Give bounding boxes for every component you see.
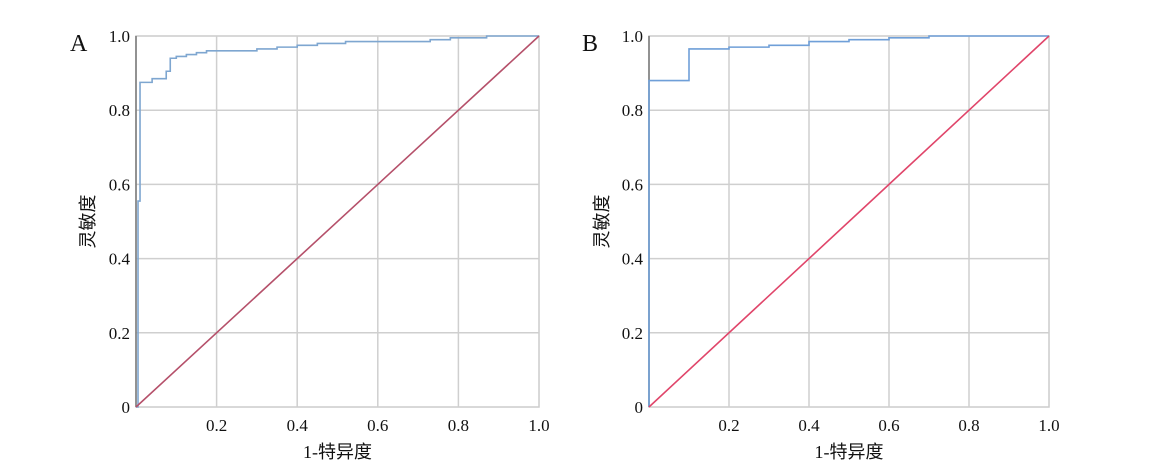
y-tick-label: 0.6 xyxy=(622,175,643,194)
x-tick-label: 0.6 xyxy=(878,416,899,435)
x-tick-label: 0.2 xyxy=(206,416,227,435)
y-axis-label: 灵敏度 xyxy=(592,195,612,249)
y-axis-label: 灵敏度 xyxy=(78,195,98,249)
y-tick-label: 0.2 xyxy=(109,324,130,343)
x-axis-label: 1-特异度 xyxy=(815,442,884,462)
y-tick-label: 1.0 xyxy=(622,27,643,46)
y-tick-label: 0 xyxy=(635,398,644,417)
x-tick-label: 0.4 xyxy=(798,416,820,435)
y-tick-label: 1.0 xyxy=(109,27,130,46)
x-tick-label: 1.0 xyxy=(528,416,549,435)
x-tick-label: 0.6 xyxy=(367,416,388,435)
reference-line xyxy=(135,35,540,408)
y-tick-label: 0.4 xyxy=(109,250,131,269)
roc-curve xyxy=(648,35,1049,407)
y-tick-label: 0.2 xyxy=(622,324,643,343)
roc-curve xyxy=(136,35,539,408)
reference-line xyxy=(648,35,1050,408)
y-tick-label: 0.8 xyxy=(109,101,130,120)
y-tick-label: 0.4 xyxy=(622,250,644,269)
panel-a: 0.2 0.4 0.6 0.8 1.0 0 0.2 0.4 0.6 0.8 1.0 1-特异度 灵敏度 A xyxy=(70,27,550,462)
x-axis-label: 1-特异度 xyxy=(303,442,372,462)
y-tick-label: 0.6 xyxy=(109,175,130,194)
x-tick-label: 0.8 xyxy=(448,416,469,435)
panel-b: 0.2 0.4 0.6 0.8 1.0 0 0.2 0.4 0.6 0.8 1.0 1-特异度 灵敏度 B xyxy=(582,27,1060,462)
panel-label: B xyxy=(582,31,598,57)
x-tick-label: 1.0 xyxy=(1038,416,1059,435)
x-tick-label: 0.2 xyxy=(718,416,739,435)
x-tick-label: 0.8 xyxy=(958,416,979,435)
panel-label: A xyxy=(70,31,88,57)
y-tick-label: 0 xyxy=(122,398,131,417)
x-tick-label: 0.4 xyxy=(287,416,309,435)
y-tick-label: 0.8 xyxy=(622,101,643,120)
